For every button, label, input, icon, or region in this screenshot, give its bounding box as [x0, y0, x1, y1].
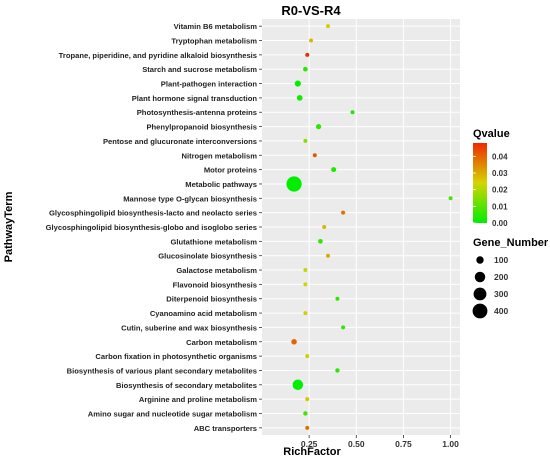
gene-number-legend-circle: [474, 271, 486, 283]
qvalue-tick-label: 0.01: [492, 202, 508, 211]
y-tick-label: Mannose type O-glycan biosynthesis: [123, 194, 257, 203]
data-point: [291, 339, 297, 345]
data-point: [341, 325, 346, 330]
data-point: [286, 176, 302, 192]
y-tick-label: Amino sugar and nucleotide sugar metabol…: [88, 409, 257, 418]
qvalue-legend: Qvalue 0.04 0.03 0.02 0.01 0.00: [473, 128, 510, 228]
data-point: [305, 52, 310, 57]
qvalue-tick-label: 0.00: [492, 219, 508, 228]
data-point: [335, 296, 340, 301]
data-point: [305, 425, 310, 430]
x-tick-label: 1.00: [442, 439, 459, 449]
gene-number-legend-items: 100 200 300 400: [472, 255, 508, 319]
data-point: [294, 80, 301, 87]
x-tick-label: 0.75: [395, 439, 412, 449]
y-tick-label: ABC transporters: [194, 424, 257, 433]
x-tick-label: 0.50: [348, 439, 365, 449]
gene-number-legend-circle: [472, 303, 488, 319]
data-point: [312, 153, 317, 158]
qvalue-tick-label: 0.03: [492, 169, 508, 178]
qvalue-tick-label: 0.02: [492, 186, 508, 195]
data-point: [341, 210, 346, 215]
y-tick-label: Glutathione metabolism: [171, 237, 258, 246]
data-point: [315, 123, 322, 130]
data-point: [350, 110, 355, 115]
data-point: [448, 196, 453, 201]
data-point: [326, 24, 330, 29]
data-point: [322, 225, 327, 229]
y-tick-label: Tropane, piperidine, and pyridine alkalo…: [59, 51, 257, 60]
qvalue-tick-label: 0.04: [492, 152, 508, 161]
data-point: [303, 282, 308, 287]
y-tick-labels: Vitamin B6 metabolism Tryptophan metaboli…: [46, 22, 262, 433]
gene-number-legend-label: 300: [494, 289, 508, 299]
data-points: [286, 24, 453, 430]
x-tick-labels: 0.25 0.50 0.75 1.00: [301, 435, 459, 449]
data-point: [292, 379, 304, 391]
y-tick-label: Nitrogen metabolism: [181, 151, 257, 160]
y-tick-label: Carbon metabolism: [186, 338, 257, 347]
y-tick-label: Cyanoamino acid metabolism: [150, 309, 257, 318]
gene-number-legend-label: 200: [494, 272, 508, 282]
y-tick-label: Motor proteins: [204, 166, 257, 175]
data-point: [331, 167, 337, 173]
gene-number-legend-title: Gene_Number: [473, 237, 549, 249]
data-point: [305, 397, 310, 402]
y-tick-label: Glycosphingolipid biosynthesis-lacto and…: [49, 209, 257, 218]
data-point: [303, 268, 308, 273]
y-tick-label: Phenylpropanoid biosynthesis: [146, 123, 257, 132]
y-tick-label: Metabolic pathways: [185, 180, 257, 189]
gene-number-legend-label: 400: [494, 306, 508, 316]
gene-number-legend: Gene_Number 100 200 300 400: [472, 237, 549, 319]
y-tick-label: Starch and sucrose metabolism: [142, 65, 257, 74]
y-tick-label: Photosynthesis-antenna proteins: [137, 108, 257, 117]
y-tick-label: Galactose metabolism: [176, 266, 257, 275]
y-tick-label: Vitamin B6 metabolism: [174, 22, 258, 31]
qvalue-legend-ticks: 0.04 0.03 0.02 0.01 0.00: [473, 152, 508, 228]
y-tick-label: Pentose and glucuronate interconversions: [103, 137, 257, 146]
data-point: [305, 354, 310, 359]
data-point: [335, 368, 340, 373]
y-tick-label: Plant hormone signal transduction: [132, 94, 258, 103]
data-point: [296, 95, 303, 101]
x-tick-label: 0.25: [301, 439, 318, 449]
data-point: [318, 238, 323, 244]
y-tick-label: Arginine and proline metabolism: [139, 395, 257, 404]
y-tick-label: Tryptophan metabolism: [171, 37, 257, 46]
y-tick-label: Carbon fixation in photosynthetic organi…: [95, 352, 257, 361]
chart-title: R0-VS-R4: [281, 3, 341, 18]
y-tick-label: Cutin, suberine and wax biosynthesis: [121, 323, 257, 332]
y-tick-label: Glucosinolate biosynthesis: [158, 252, 257, 261]
y-tick-label: Biosynthesis of various plant secondary …: [67, 366, 257, 375]
qvalue-color-bar: [473, 143, 487, 223]
gene-number-legend-circle: [473, 287, 487, 301]
data-point: [309, 38, 314, 43]
y-axis-label: PathwayTerm: [3, 191, 15, 262]
x-axis-label: RichFactor: [283, 446, 341, 458]
y-tick-label: Glycosphingolipid biosynthesis-globo and…: [46, 223, 257, 232]
gene-number-legend-label: 100: [494, 255, 508, 265]
data-point: [303, 138, 308, 143]
qvalue-legend-title: Qvalue: [473, 128, 510, 140]
gene-number-legend-circle: [476, 256, 484, 264]
data-point: [326, 253, 330, 258]
data-point: [303, 311, 308, 316]
y-tick-label: Diterpenoid biosynthesis: [166, 295, 257, 304]
data-point: [303, 411, 308, 416]
data-point: [303, 66, 308, 72]
y-tick-label: Plant-pathogen interaction: [161, 80, 258, 89]
y-tick-label: Biosynthesis of secondary metabolites: [116, 381, 257, 390]
y-tick-label: Flavonoid biosynthesis: [173, 280, 257, 289]
